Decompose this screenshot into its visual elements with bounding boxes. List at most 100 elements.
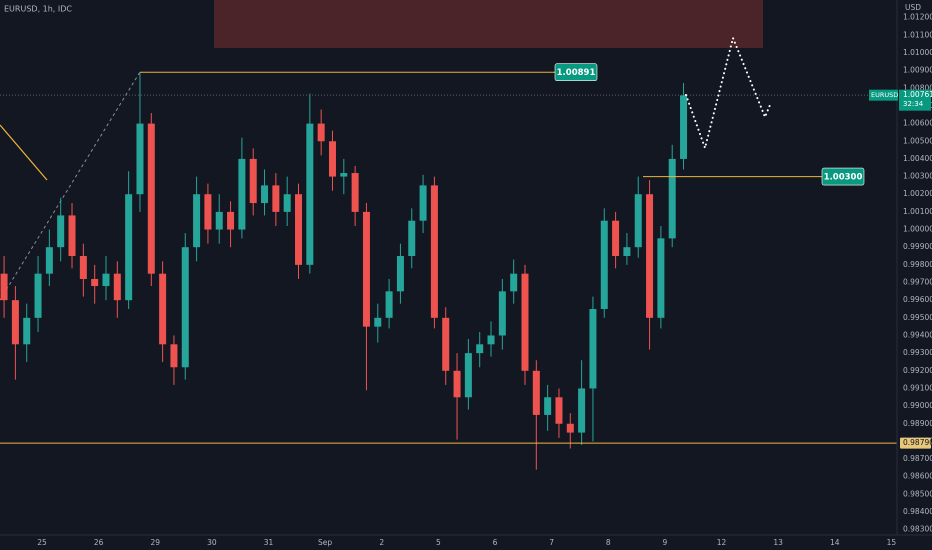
candle-body (453, 370, 461, 398)
y-tick-label: 1.00000 (903, 225, 932, 234)
candle-body (0, 273, 8, 301)
y-tick-label: 0.99400 (903, 330, 932, 339)
x-tick-label: 14 (830, 538, 840, 547)
y-tick-label: 0.98900 (903, 419, 932, 428)
x-tick-label: 13 (773, 538, 783, 547)
candle-body (442, 317, 450, 371)
candle-body (23, 317, 31, 345)
y-axis-label: USD (905, 3, 921, 12)
candle-body (623, 247, 631, 257)
candle-body (657, 238, 665, 318)
y-tick-label: 1.01000 (903, 48, 932, 57)
candle-body (578, 388, 586, 433)
candle-body (181, 247, 189, 368)
candle-body (464, 353, 472, 398)
candle-body (261, 185, 269, 204)
candle-body (215, 211, 223, 230)
candle-body (680, 95, 688, 159)
candle-body (612, 220, 620, 257)
supply-zone (214, 0, 763, 48)
y-tick-label: 1.00200 (903, 189, 932, 198)
candle-body (498, 291, 506, 336)
candle-body (510, 273, 518, 292)
candle-body (668, 158, 676, 239)
y-tick-label: 1.00100 (903, 207, 932, 216)
y-tick-label: 1.00400 (903, 154, 932, 163)
x-tick-label: 2 (379, 538, 384, 547)
candle-body (159, 273, 167, 345)
level-label: 1.00891 (557, 68, 596, 78)
level-axis-box (900, 437, 931, 449)
candle-body (589, 308, 597, 389)
y-tick-label: 0.98300 (903, 525, 932, 534)
candle-body (328, 141, 336, 177)
y-tick-label: 0.99000 (903, 401, 932, 410)
symbol-label: EURUSD (871, 91, 898, 99)
x-tick-label: 30 (207, 538, 217, 547)
candle-body (283, 194, 291, 212)
candle-body (193, 194, 201, 248)
candle-body (351, 173, 359, 212)
y-tick-label: 1.00900 (903, 66, 932, 75)
candle-body (68, 215, 76, 257)
candle-body (408, 220, 416, 257)
y-tick-label: 1.01200 (903, 13, 932, 22)
x-tick-label: 5 (436, 538, 441, 547)
candle-body (396, 256, 404, 292)
candle-body (306, 123, 314, 265)
y-tick-label: 0.98700 (903, 454, 932, 463)
x-tick-label: 26 (94, 538, 104, 547)
candle-body (385, 291, 393, 318)
candle-body (34, 273, 42, 318)
candle-body (544, 397, 552, 415)
candle-body (555, 397, 563, 424)
level-label-box (554, 63, 598, 82)
x-tick-label: 15 (887, 538, 897, 547)
candle-body (11, 300, 19, 345)
y-tick-label: 0.99800 (903, 260, 932, 269)
y-tick-label: 1.00500 (903, 136, 932, 145)
candle-body (374, 317, 382, 327)
candle-body (57, 215, 65, 248)
y-tick-label: 0.99600 (903, 295, 932, 304)
candle-body (204, 194, 212, 230)
last-price-box (899, 89, 931, 111)
x-tick-label: 6 (493, 538, 498, 547)
candle-body (634, 194, 642, 248)
level-label-box (821, 167, 865, 186)
candle-body (430, 185, 438, 318)
chart-title: EURUSD, 1h, IDC (4, 5, 72, 14)
symbol-box (869, 89, 898, 101)
candle-body (340, 173, 348, 177)
candle-body (113, 273, 121, 301)
level-axis-label: 0.98790 (903, 438, 932, 447)
candle-body (600, 220, 608, 309)
y-tick-label: 0.99300 (903, 348, 932, 357)
y-tick-label: 1.00800 (903, 83, 932, 92)
x-tick-label: 9 (662, 538, 667, 547)
y-tick-label: 0.99500 (903, 313, 932, 322)
y-tick-label: 1.00300 (903, 172, 932, 181)
candle-body (566, 423, 574, 433)
candle-body (170, 344, 178, 368)
candle-body (272, 185, 280, 212)
candle-body (102, 273, 110, 287)
candle-body (136, 123, 144, 195)
projection-path (685, 34, 771, 152)
candle-body (295, 194, 303, 265)
y-tick-label: 0.99200 (903, 366, 932, 375)
y-tick-label: 1.00600 (903, 119, 932, 128)
candle-body (91, 278, 99, 287)
candle-body (147, 123, 155, 274)
candle-body (646, 194, 654, 318)
candle-body (79, 256, 87, 279)
last-price-label: 1.00761 (903, 90, 932, 99)
dashed-trend-line (0, 71, 141, 301)
x-tick-label: 8 (606, 538, 611, 547)
y-tick-label: 0.99900 (903, 242, 932, 251)
y-tick-label: 1.01100 (903, 30, 932, 39)
candle-body (362, 211, 370, 327)
candle-body (419, 185, 427, 221)
